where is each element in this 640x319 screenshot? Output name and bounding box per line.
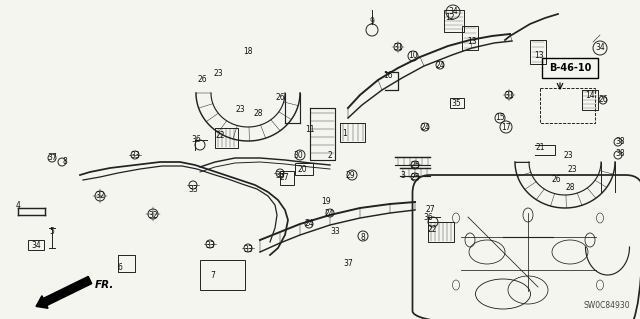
Text: 8: 8: [360, 234, 365, 242]
Text: 26: 26: [197, 76, 207, 85]
Text: 11: 11: [305, 125, 315, 135]
Bar: [28, 240, 44, 250]
Text: 18: 18: [243, 48, 253, 56]
Bar: [444, 10, 464, 32]
Text: 33: 33: [275, 170, 285, 180]
Text: FR.: FR.: [95, 280, 115, 290]
Text: 17: 17: [501, 122, 511, 131]
Bar: [280, 171, 294, 185]
Bar: [462, 26, 478, 50]
Text: 5: 5: [49, 227, 54, 236]
Text: 34: 34: [31, 241, 41, 249]
Text: 7: 7: [211, 271, 216, 280]
Bar: [530, 40, 546, 64]
Text: 37: 37: [47, 153, 57, 162]
Text: 33: 33: [130, 151, 140, 160]
Text: 6: 6: [118, 263, 122, 272]
Text: 32: 32: [95, 191, 105, 201]
Text: 8: 8: [63, 158, 67, 167]
Bar: [540, 88, 595, 123]
Text: 33: 33: [205, 241, 215, 250]
Text: 38: 38: [615, 137, 625, 146]
Text: 15: 15: [495, 114, 505, 122]
Text: 4: 4: [15, 201, 20, 210]
Text: 35: 35: [451, 99, 461, 108]
Text: 30: 30: [293, 151, 303, 160]
Text: 25: 25: [410, 174, 420, 182]
Text: 38: 38: [615, 149, 625, 158]
Text: 26: 26: [551, 175, 561, 184]
Text: 20: 20: [297, 166, 307, 174]
Bar: [295, 163, 313, 175]
Text: 36: 36: [191, 136, 201, 145]
FancyArrow shape: [36, 276, 92, 308]
Text: B-46-10: B-46-10: [549, 63, 591, 73]
Text: 21: 21: [535, 144, 545, 152]
Text: 26: 26: [598, 95, 608, 105]
Text: 24: 24: [420, 123, 430, 132]
Text: 22: 22: [215, 131, 225, 140]
Text: 23: 23: [213, 69, 223, 78]
Text: 10: 10: [408, 51, 418, 61]
Text: 28: 28: [253, 109, 263, 118]
Text: 22: 22: [428, 226, 436, 234]
Text: 24: 24: [304, 219, 314, 228]
Bar: [542, 58, 598, 78]
Text: 33: 33: [188, 186, 198, 195]
Text: 31: 31: [393, 42, 403, 51]
Text: 14: 14: [585, 91, 595, 100]
Text: 13: 13: [467, 38, 477, 47]
Text: 37: 37: [343, 259, 353, 269]
Text: 23: 23: [235, 106, 245, 115]
Text: 27: 27: [425, 205, 435, 214]
Text: 34: 34: [595, 43, 605, 53]
Bar: [450, 98, 464, 108]
Text: SW0C84930: SW0C84930: [584, 301, 630, 310]
Text: 24: 24: [435, 61, 445, 70]
Text: 36: 36: [423, 213, 433, 222]
Text: 31: 31: [504, 91, 514, 100]
Bar: [200, 260, 245, 290]
Text: 12: 12: [445, 13, 455, 23]
Text: 33: 33: [243, 246, 253, 255]
Text: 1: 1: [342, 129, 348, 137]
Text: 32: 32: [148, 211, 158, 219]
Text: 2: 2: [328, 151, 332, 160]
Text: 23: 23: [567, 166, 577, 174]
Text: 3: 3: [401, 170, 405, 180]
Text: 24: 24: [324, 210, 334, 219]
Text: 19: 19: [321, 197, 331, 206]
Text: 23: 23: [563, 151, 573, 160]
Text: 33: 33: [330, 227, 340, 236]
Text: 13: 13: [534, 50, 544, 60]
Text: 27: 27: [279, 174, 289, 182]
Text: 25: 25: [410, 160, 420, 169]
Text: 28: 28: [565, 183, 575, 192]
Text: 34: 34: [448, 8, 458, 17]
Text: 9: 9: [369, 18, 374, 26]
Text: 16: 16: [383, 71, 393, 80]
Text: 26: 26: [275, 93, 285, 102]
Text: 29: 29: [345, 172, 355, 181]
